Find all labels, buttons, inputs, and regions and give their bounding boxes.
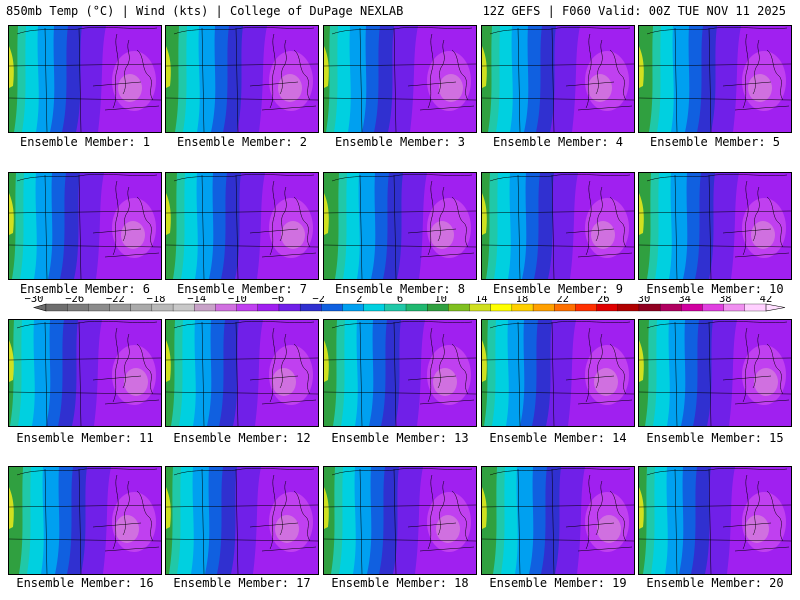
colorbar-tick-label: 10 xyxy=(434,296,447,305)
colorbar-cell xyxy=(236,303,259,312)
colorbar-tick-label: 18 xyxy=(516,296,529,305)
ensemble-map-16 xyxy=(8,466,162,575)
colorbar-tick-label: −10 xyxy=(228,296,247,305)
ensemble-map-5 xyxy=(638,25,792,133)
colorbar-cell xyxy=(130,303,153,312)
colorbar-cell xyxy=(702,303,725,312)
ensemble-label-4: Ensemble Member: 4 xyxy=(492,135,624,149)
colorbar-cell xyxy=(511,303,534,312)
colorbar-tick-label: −22 xyxy=(106,296,125,305)
ensemble-label-12: Ensemble Member: 12 xyxy=(173,431,311,445)
ensemble-map-8 xyxy=(323,172,477,280)
ensemble-label-10: Ensemble Member: 10 xyxy=(646,282,784,296)
ensemble-label-7: Ensemble Member: 7 xyxy=(176,282,308,296)
colorbar-cell xyxy=(299,303,322,312)
colorbar: −30 −26 −22 −18 −14 −10 −6 −2 2 6 10 14 18 22 26 30 34 38… xyxy=(25,296,786,312)
colorbar-left-arrow xyxy=(32,303,47,312)
title-right: 12Z GEFS | F060 Valid: 00Z TUE NOV 11 20… xyxy=(482,4,786,18)
colorbar-cell xyxy=(596,303,619,312)
colorbar-cell xyxy=(67,303,89,312)
colorbar-tick-label: −30 xyxy=(25,296,44,305)
colorbar-cell xyxy=(448,303,470,312)
colorbar-cell xyxy=(321,303,343,312)
ensemble-label-19: Ensemble Member: 19 xyxy=(489,576,627,590)
ensemble-label-20: Ensemble Member: 20 xyxy=(646,576,784,590)
colorbar-right-arrow xyxy=(765,303,786,312)
colorbar-tick-label: 26 xyxy=(597,296,610,305)
ensemble-map-17 xyxy=(165,466,319,575)
ensemble-map-3 xyxy=(323,25,477,133)
ensemble-map-11 xyxy=(8,319,162,427)
ensemble-label-1: Ensemble Member: 1 xyxy=(19,135,151,149)
colorbar-tick-label: −26 xyxy=(65,296,84,305)
colorbar-tick-label: 38 xyxy=(719,296,732,305)
ensemble-map-2 xyxy=(165,25,319,133)
ensemble-map-9 xyxy=(481,172,635,280)
colorbar-tick-label: −18 xyxy=(147,296,166,305)
colorbar-cell xyxy=(681,303,703,312)
colorbar-cell xyxy=(490,303,513,312)
ensemble-label-18: Ensemble Member: 18 xyxy=(331,576,469,590)
colorbar-cell xyxy=(363,303,386,312)
colorbar-cell xyxy=(172,303,195,312)
colorbar-tick-label: −2 xyxy=(312,296,325,305)
ensemble-label-6: Ensemble Member: 6 xyxy=(19,282,151,296)
colorbar-cell xyxy=(257,303,280,312)
ensemble-label-3: Ensemble Member: 3 xyxy=(334,135,466,149)
colorbar-tick-label: 2 xyxy=(356,296,362,305)
colorbar-tick-label: −6 xyxy=(272,296,285,305)
colorbar-tick-label: 6 xyxy=(397,296,403,305)
colorbar-tick-label: 22 xyxy=(556,296,569,305)
ensemble-label-2: Ensemble Member: 2 xyxy=(176,135,308,149)
colorbar-tick-label: −14 xyxy=(187,296,206,305)
ensemble-map-7 xyxy=(165,172,319,280)
ensemble-map-19 xyxy=(481,466,635,575)
colorbar-tick-label: 42 xyxy=(760,296,773,305)
ensemble-map-6 xyxy=(8,172,162,280)
colorbar-cell xyxy=(45,303,68,312)
ensemble-map-13 xyxy=(323,319,477,427)
colorbar-cell xyxy=(194,303,216,312)
colorbar-cell xyxy=(744,303,767,312)
ensemble-label-13: Ensemble Member: 13 xyxy=(331,431,469,445)
colorbar-cell xyxy=(278,303,301,312)
ensemble-label-17: Ensemble Member: 17 xyxy=(173,576,311,590)
colorbar-tick-label: 30 xyxy=(638,296,651,305)
ensemble-map-10 xyxy=(638,172,792,280)
colorbar-cell xyxy=(617,303,640,312)
ensemble-label-16: Ensemble Member: 16 xyxy=(16,576,154,590)
ensemble-map-18 xyxy=(323,466,477,575)
colorbar-tick-label: 14 xyxy=(475,296,488,305)
ensemble-label-11: Ensemble Member: 11 xyxy=(16,431,154,445)
ensemble-map-15 xyxy=(638,319,792,427)
colorbar-cell xyxy=(405,303,428,312)
colorbar-cell xyxy=(575,303,598,312)
colorbar-cell xyxy=(384,303,407,312)
ensemble-label-5: Ensemble Member: 5 xyxy=(649,135,781,149)
colorbar-cell xyxy=(554,303,576,312)
colorbar-cell xyxy=(723,303,746,312)
colorbar-cell xyxy=(215,303,238,312)
ensemble-map-14 xyxy=(481,319,635,427)
colorbar-cell xyxy=(342,303,365,312)
colorbar-cell xyxy=(109,303,132,312)
ensemble-label-9: Ensemble Member: 9 xyxy=(492,282,624,296)
colorbar-cell xyxy=(88,303,110,312)
colorbar-cell xyxy=(659,303,682,312)
colorbar-tick-label: 34 xyxy=(678,296,691,305)
colorbar-cell xyxy=(532,303,555,312)
colorbar-cell xyxy=(151,303,174,312)
colorbar-cell xyxy=(469,303,492,312)
ensemble-map-20 xyxy=(638,466,792,575)
ensemble-label-8: Ensemble Member: 8 xyxy=(334,282,466,296)
colorbar-cell xyxy=(638,303,661,312)
ensemble-label-15: Ensemble Member: 15 xyxy=(646,431,784,445)
ensemble-map-4 xyxy=(481,25,635,133)
ensemble-map-1 xyxy=(8,25,162,133)
ensemble-map-12 xyxy=(165,319,319,427)
ensemble-label-14: Ensemble Member: 14 xyxy=(489,431,627,445)
title-left: 850mb Temp (°C) | Wind (kts) | College o… xyxy=(6,4,404,18)
colorbar-cell xyxy=(427,303,449,312)
